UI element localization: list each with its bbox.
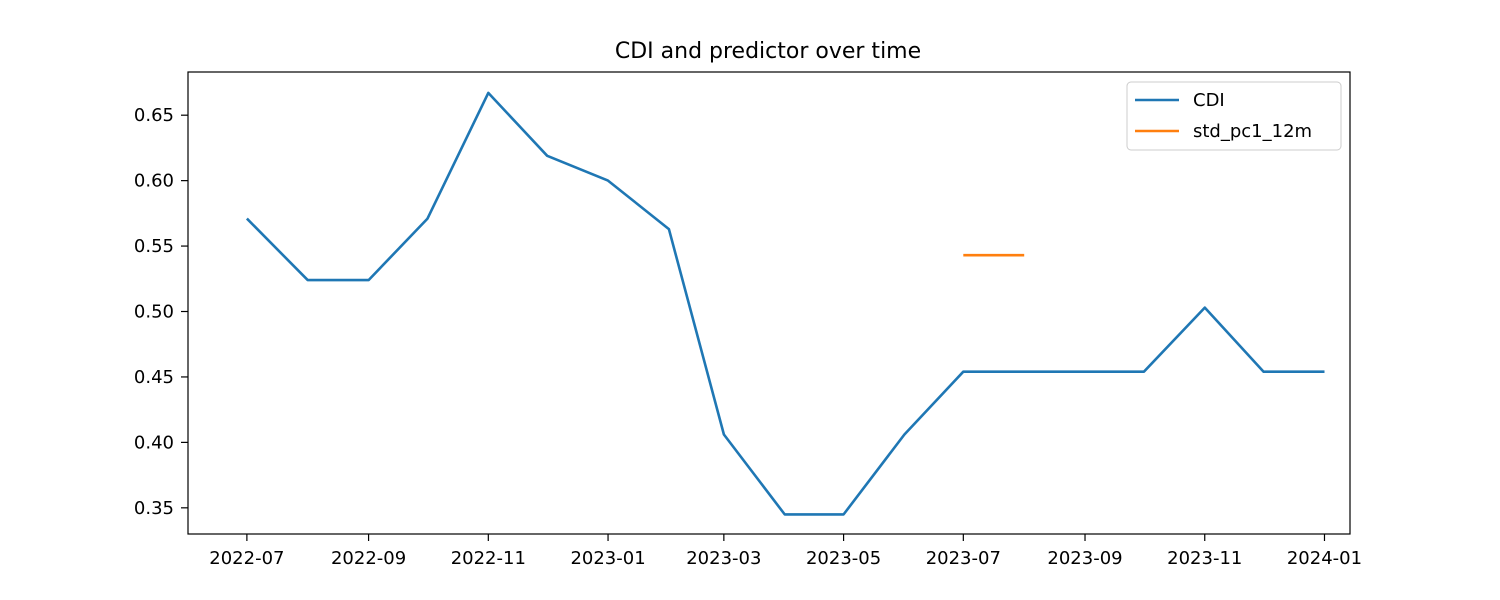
legend-label: CDI [1193,90,1225,111]
x-tick-label: 2022-09 [331,548,406,569]
axes-frame [187,71,1351,535]
x-tick-label: 2024-01 [1287,548,1362,569]
x-tick-label: 2023-11 [1167,548,1242,569]
y-tick-label: 0.65 [134,105,174,126]
legend-label: std_pc1_12m [1193,121,1312,142]
legend: CDI std_pc1_12m [1126,81,1342,151]
x-tick-label: 2023-03 [686,548,761,569]
legend-box [1126,81,1342,151]
chart-title: CDI and predictor over time [615,39,921,64]
plot-area: 2022-07 2022-09 2022-11 2023-01 2023-03 2023-… [134,71,1362,569]
y-tick-label: 0.45 [134,367,174,388]
x-tick-label: 2022-07 [209,548,284,569]
series-line-cdi [245,91,1325,516]
y-tick-label: 0.55 [134,236,174,257]
x-tick-label: 2023-09 [1047,548,1122,569]
x-tick-label: 2023-07 [926,548,1001,569]
x-tick-label: 2022-11 [451,548,526,569]
x-tick-label: 2023-05 [806,548,881,569]
y-tick-label: 0.40 [134,432,174,453]
y-tick-label: 0.60 [134,171,174,192]
y-tick-label: 0.50 [134,302,174,323]
x-tick-label: 2023-01 [570,548,645,569]
y-tick-label: 0.35 [134,498,174,519]
